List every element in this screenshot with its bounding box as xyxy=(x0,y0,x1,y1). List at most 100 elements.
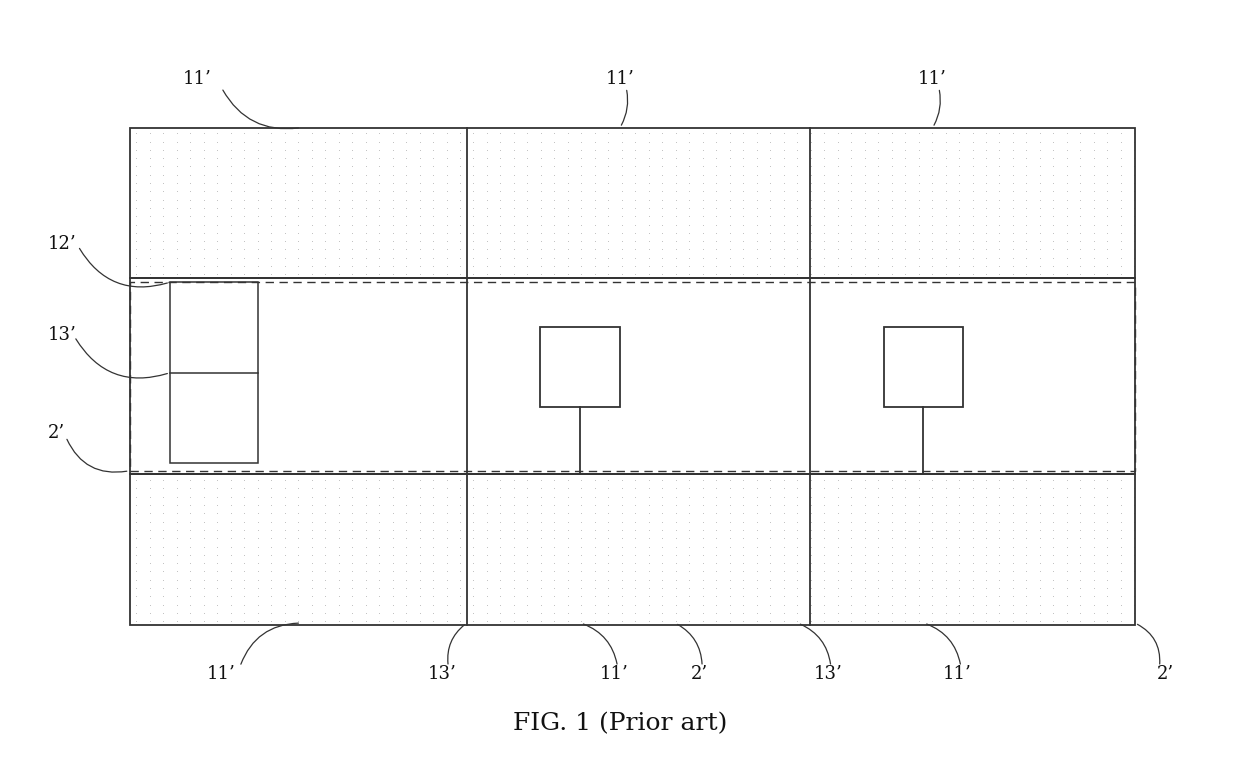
Point xyxy=(1056,260,1076,272)
Point xyxy=(774,227,794,239)
Point xyxy=(531,218,551,230)
Point xyxy=(450,202,470,214)
Point xyxy=(854,565,874,578)
Point xyxy=(719,185,739,197)
Point xyxy=(693,227,713,239)
Point xyxy=(356,582,376,594)
Point xyxy=(126,615,146,627)
Point xyxy=(1111,582,1131,594)
Point xyxy=(639,210,658,223)
Point xyxy=(288,210,308,223)
Point xyxy=(315,565,335,578)
Point xyxy=(383,598,403,611)
Point xyxy=(828,185,848,197)
Point xyxy=(868,565,888,578)
Point xyxy=(450,574,470,586)
Point xyxy=(396,541,415,553)
Point xyxy=(625,607,645,619)
Point xyxy=(882,202,901,214)
Point xyxy=(854,590,874,602)
Point xyxy=(611,532,631,545)
Point xyxy=(187,386,207,398)
Point xyxy=(176,359,196,371)
Point xyxy=(680,541,699,553)
Point xyxy=(719,194,739,206)
Point xyxy=(976,532,996,545)
Point xyxy=(1084,218,1104,230)
Point xyxy=(315,169,335,181)
Point xyxy=(464,482,484,495)
Point xyxy=(370,590,389,602)
Text: 2’: 2’ xyxy=(1157,665,1174,684)
Point xyxy=(423,243,443,256)
Point xyxy=(288,268,308,280)
Point xyxy=(787,210,807,223)
Point xyxy=(1125,202,1145,214)
Point xyxy=(666,491,686,503)
Point xyxy=(248,260,268,272)
Point xyxy=(936,202,956,214)
Point xyxy=(503,152,523,164)
Point xyxy=(154,135,174,147)
Point xyxy=(707,557,727,569)
Point xyxy=(491,598,511,611)
Point xyxy=(544,565,564,578)
Point xyxy=(193,598,213,611)
Point xyxy=(936,507,956,519)
Point xyxy=(746,557,766,569)
Point xyxy=(801,218,821,230)
Point xyxy=(1003,202,1023,214)
Point xyxy=(1017,515,1037,528)
Point xyxy=(1070,582,1090,594)
Point xyxy=(187,291,207,303)
Point xyxy=(611,598,631,611)
Point xyxy=(760,515,780,528)
Point xyxy=(801,235,821,247)
Point xyxy=(1111,524,1131,536)
Point xyxy=(126,252,146,264)
Point xyxy=(232,332,252,344)
Point xyxy=(639,565,658,578)
Point xyxy=(436,177,456,189)
Point xyxy=(477,474,497,486)
Point xyxy=(639,202,658,214)
Point xyxy=(221,169,241,181)
Point xyxy=(801,252,821,264)
Point xyxy=(396,135,415,147)
Point xyxy=(1111,177,1131,189)
Point xyxy=(707,161,727,173)
Point xyxy=(126,161,146,173)
Point xyxy=(248,227,268,239)
Point xyxy=(585,491,605,503)
Point xyxy=(370,491,389,503)
Point xyxy=(1111,541,1131,553)
Point xyxy=(423,574,443,586)
Point xyxy=(315,268,335,280)
Point xyxy=(503,532,523,545)
Point xyxy=(301,144,321,156)
Point xyxy=(868,557,888,569)
Point xyxy=(828,144,848,156)
Point xyxy=(1070,135,1090,147)
Point xyxy=(1084,474,1104,486)
Point xyxy=(544,590,564,602)
Point xyxy=(1084,127,1104,140)
Point xyxy=(288,532,308,545)
Point xyxy=(436,590,456,602)
Point xyxy=(275,218,295,230)
Point xyxy=(599,499,619,511)
Point xyxy=(801,243,821,256)
Point xyxy=(248,218,268,230)
Point xyxy=(558,491,578,503)
Point xyxy=(243,291,263,303)
Point xyxy=(639,177,658,189)
Point xyxy=(733,582,753,594)
Point xyxy=(572,227,591,239)
Point xyxy=(949,590,968,602)
Point xyxy=(990,243,1009,256)
Point xyxy=(962,532,982,545)
Point xyxy=(221,406,241,419)
Point xyxy=(572,582,591,594)
Point xyxy=(774,161,794,173)
Point xyxy=(719,541,739,553)
